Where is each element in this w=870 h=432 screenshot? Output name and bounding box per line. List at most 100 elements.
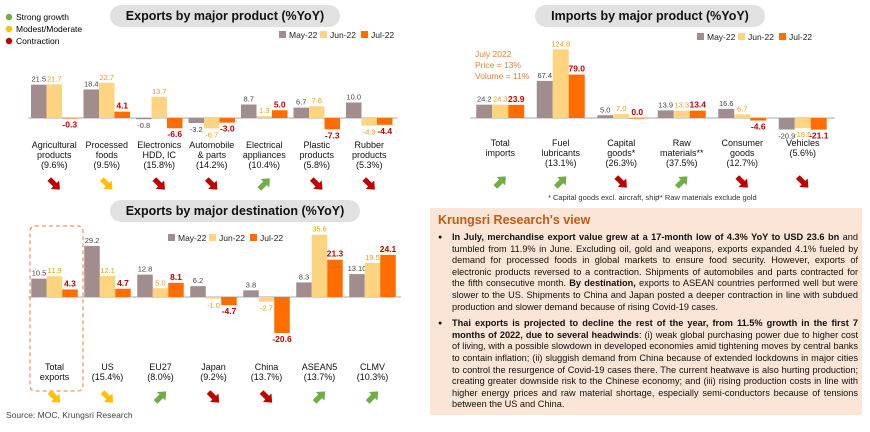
imp-value-1-0: 67.4 [537, 71, 552, 80]
imp-value-5-0: -20.9 [778, 131, 795, 140]
exp-bar-2-1 [151, 96, 167, 118]
dest-trend-arrow-2-shape [153, 391, 167, 404]
imp-category-1-line-1: lubricants [541, 148, 580, 158]
exp-share-6: (5.3%) [356, 160, 383, 170]
imp-bar-1-2 [568, 74, 585, 118]
exp-share-2: (15.8%) [143, 160, 175, 170]
view-p2-a: : (i) weak global purchasing power due t… [452, 329, 858, 410]
view-p1-a: and tumbled from 11.9% in June. Excludin… [452, 232, 859, 289]
exp-category-5-line-1: products [299, 150, 334, 160]
exp-trend-arrow-4-shape [257, 178, 270, 191]
exp-bar-5-0 [293, 107, 309, 118]
exp-legend-swatch-0 [279, 31, 286, 38]
exp-legend-label-2: Jul-22 [371, 30, 394, 40]
exp-bar-0-2 [62, 118, 78, 119]
exp-bar-3-0 [188, 118, 204, 123]
dest-bar-1-0 [84, 245, 100, 297]
import-note-raw-materials: ** Raw materials exclude gold [657, 193, 757, 202]
exp-value-6-0: 10.0 [346, 93, 361, 102]
exp-category-6-line-0: Rubber [354, 140, 384, 150]
imp-category-0-line-1: imports [485, 148, 515, 158]
dest-bar-3-1 [205, 297, 222, 299]
exp-bar-6-2 [377, 118, 393, 125]
imp-legend-swatch-1 [738, 33, 745, 40]
dest-value-3-1: -1.0 [207, 301, 220, 310]
exp-category-1-line-1: foods [96, 150, 119, 160]
exp-bar-5-1 [309, 106, 325, 118]
imp-bar-0-0 [476, 104, 493, 118]
dest-value-1-1: 12.1 [100, 266, 115, 275]
exp-category-2-line-1: HDD, IC [143, 150, 177, 160]
annotation-line-2: Price = 13% [475, 60, 522, 70]
imp-trend-arrow-0-shape [493, 176, 506, 189]
imp-bar-2-2 [629, 118, 646, 119]
exp-trend-arrow-6 [362, 177, 375, 190]
dest-legend-swatch-2 [250, 234, 257, 241]
dest-legend-label-1: Jun-22 [219, 233, 245, 243]
view-title: Krungsri Research's view [438, 213, 591, 227]
exp-bar-3-1 [204, 118, 220, 129]
imp-value-5-1: -18.5 [794, 130, 811, 139]
dest-trend-arrow-3-shape [206, 390, 220, 403]
imp-category-4-line-1: goods [730, 148, 755, 158]
annotation-line-1: July 2022 [475, 49, 512, 59]
exp-legend-swatch-1 [320, 31, 327, 38]
imp-legend-swatch-2 [779, 33, 786, 40]
imp-legend-label-2: Jul-22 [789, 32, 812, 42]
dest-bar-3-2 [221, 297, 237, 306]
exp-share-3: (14.2%) [196, 160, 228, 170]
view-p1-b: exports to ASEAN countries performed wel… [452, 278, 858, 312]
imp-value-0-0: 24.2 [477, 95, 492, 104]
dest-legend-swatch-0 [168, 234, 175, 241]
exp-category-1-line-0: Processed [85, 140, 128, 150]
dest-value-1-2: 4.7 [117, 278, 129, 288]
dest-bar-2-0 [137, 274, 153, 297]
dest-share-3: (9.2%) [200, 372, 227, 382]
charts-layer: May-22 Jun-22 Jul-22 21.5 21.7 -0.3 Agricultur… [28, 30, 835, 404]
view-p2-bold: Thai exports is projected to decline the… [452, 318, 858, 340]
dest-value-5-2: 21.3 [327, 249, 344, 259]
exp-value-4-0: 8.7 [244, 95, 254, 104]
exp-share-0: (9.6%) [41, 160, 68, 170]
imp-bar-3-2 [689, 110, 706, 118]
dest-bar-6-0 [349, 274, 365, 297]
view-p1-bold2: By destination, [569, 278, 636, 289]
imp-trend-arrow-4 [735, 175, 748, 188]
imp-bar-5-2 [810, 118, 827, 130]
dest-share-2: (8.0%) [147, 372, 174, 382]
imp-share-4: (12.7%) [726, 158, 758, 168]
imp-value-1-1: 124.8 [551, 39, 570, 48]
exp-bar-4-1 [256, 115, 272, 118]
exp-trend-arrow-0 [47, 177, 60, 190]
exp-category-3-line-1: & parts [197, 150, 226, 160]
dest-value-4-1: -2.7 [260, 304, 273, 313]
imp-category-3-line-1: materials** [660, 148, 704, 158]
dest-value-6-1: 19.5 [365, 253, 380, 262]
dest-trend-arrow-5 [312, 391, 326, 404]
imp-category-5-line-0: Vehicles [786, 138, 820, 148]
krungsri-view-panel: Krungsri Research's view In July, mercha… [430, 208, 862, 415]
view-p1-bold: In July, merchandise export value grew a… [452, 232, 840, 242]
imp-trend-arrow-1-shape [553, 176, 567, 189]
exp-value-2-2: -6.6 [167, 129, 182, 139]
dest-trend-arrow-6 [365, 391, 379, 404]
exp-category-3-line-0: Automobile [189, 140, 234, 150]
exp-share-5: (5.8%) [303, 160, 330, 170]
imp-value-3-1: 13.3 [674, 101, 689, 110]
imp-legend-label-0: May-22 [707, 32, 736, 42]
contraction-label: Contraction [16, 36, 60, 46]
import-annotation: July 2022 Price = 13% Volume = 11% [475, 49, 530, 81]
exp-value-4-2: 5.0 [274, 99, 286, 109]
total-exports-highlight [29, 225, 84, 392]
exp-bar-1-2 [114, 111, 130, 118]
exp-value-1-0: 18.4 [84, 79, 99, 88]
imp-trend-arrow-4-shape [735, 175, 748, 188]
dest-value-5-0: 8.3 [299, 272, 309, 281]
dest-value-0-1: 11.9 [47, 266, 61, 275]
dest-bar-4-1 [258, 297, 275, 302]
exp-trend-arrow-2 [152, 177, 165, 190]
imp-category-3-line-0: Raw [673, 138, 692, 148]
exp-value-1-1: 22.7 [99, 73, 114, 82]
exp-legend-label-0: May-22 [289, 30, 318, 40]
imp-bar-2-0 [597, 115, 614, 118]
